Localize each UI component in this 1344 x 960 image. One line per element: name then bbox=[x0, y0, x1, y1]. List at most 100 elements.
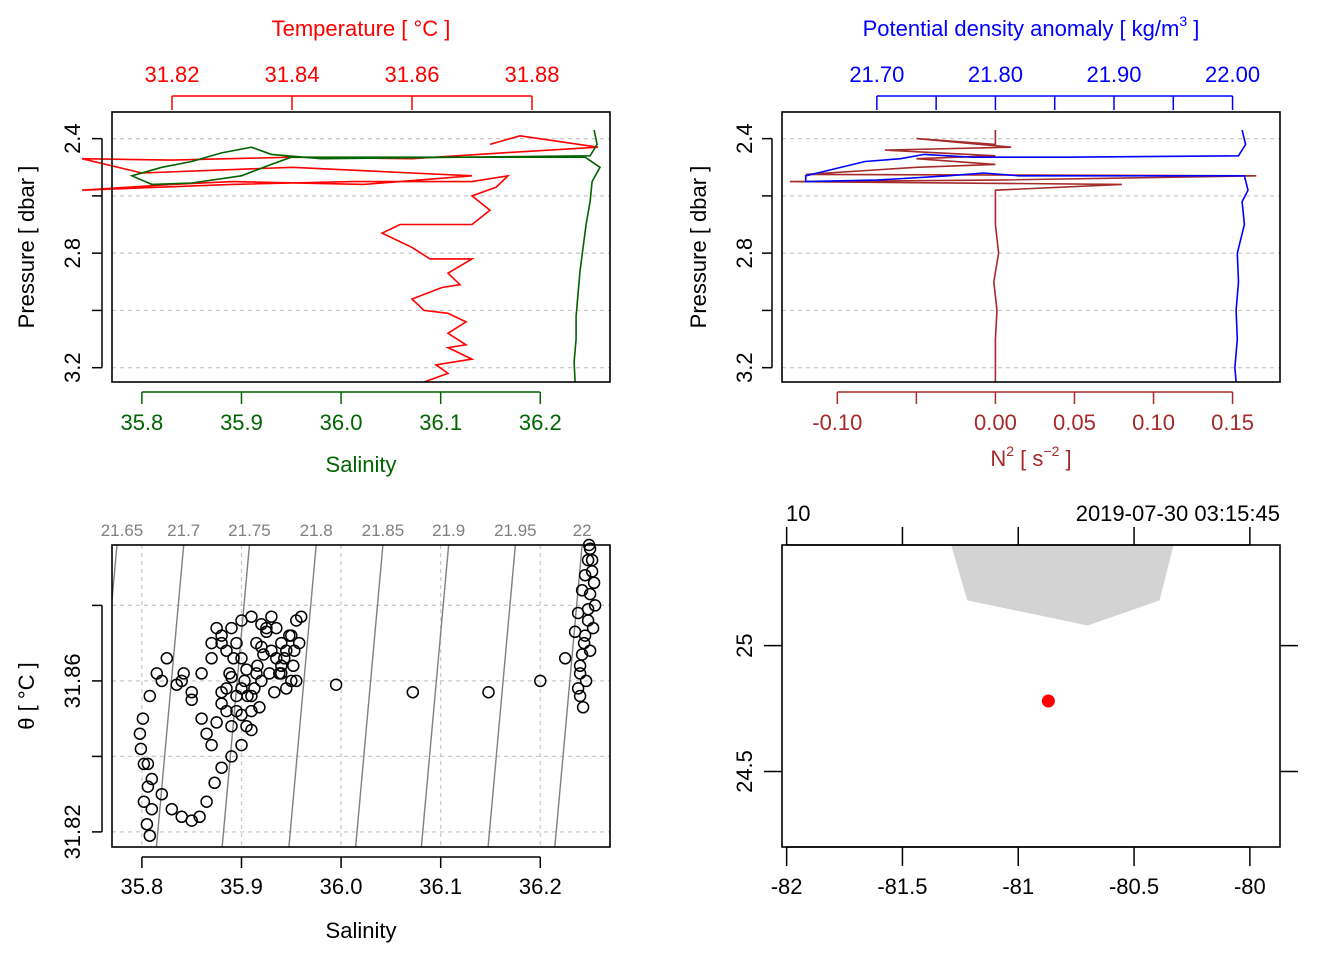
ts-point bbox=[225, 750, 238, 763]
density-profile-line bbox=[804, 129, 1249, 383]
ts-point bbox=[586, 621, 600, 635]
ts-point bbox=[578, 568, 592, 582]
ts-point bbox=[588, 599, 602, 612]
ts-diagram-frame bbox=[111, 544, 611, 848]
temperature-profile-line bbox=[81, 134, 599, 383]
ts-point bbox=[177, 667, 190, 680]
temperature-tick-label: 31.88 bbox=[504, 62, 559, 87]
ts-point bbox=[205, 738, 218, 752]
n2-profile-line bbox=[789, 130, 1257, 382]
ts-point bbox=[576, 701, 590, 714]
ts-salinity-tick-label: 35.9 bbox=[220, 874, 263, 899]
ts-profile-series bbox=[81, 129, 602, 383]
ts-point bbox=[275, 667, 288, 680]
salinity-axis: 35.8 35.9 36.0 36.1 36.2 bbox=[120, 391, 562, 435]
ts-point bbox=[230, 636, 243, 650]
ts-point bbox=[193, 810, 206, 824]
ts-point bbox=[571, 682, 585, 695]
isopycnal-line bbox=[155, 544, 185, 848]
ts-point bbox=[579, 674, 593, 688]
pressure-tick-label: 2.8 bbox=[60, 238, 85, 269]
ts-point bbox=[573, 689, 587, 703]
ts-point bbox=[225, 670, 238, 684]
salinity-tick-label: 35.8 bbox=[120, 410, 163, 435]
ts-point bbox=[227, 652, 240, 665]
density-tick-label: 21.90 bbox=[1086, 62, 1141, 87]
ts-point bbox=[143, 689, 157, 703]
isopycnal-line bbox=[554, 544, 583, 848]
ts-point bbox=[534, 674, 547, 688]
ts-point bbox=[263, 667, 276, 680]
pressure-axis-2: 2.4 2.8 3.2 bbox=[732, 123, 773, 383]
salinity-tick-label: 36.0 bbox=[320, 410, 363, 435]
ts-point bbox=[583, 587, 597, 601]
temperature-tick-label: 31.86 bbox=[384, 62, 439, 87]
theta-tick-label: 31.86 bbox=[60, 653, 85, 708]
density-profile-gridlines bbox=[782, 138, 1280, 369]
n2-tick-label: 0.10 bbox=[1132, 410, 1175, 435]
ts-diagram-gridlines bbox=[112, 545, 610, 847]
ts-point bbox=[583, 644, 597, 657]
ts-point bbox=[145, 802, 159, 816]
ts-profile-panel: 31.82 31.84 31.86 31.88 35.8 35.9 36.0 36.1 36.… bbox=[14, 16, 611, 477]
ts-point bbox=[280, 682, 293, 695]
station-marker bbox=[1041, 694, 1055, 708]
ts-point bbox=[137, 757, 151, 771]
n2-axis-title-tail: [ s bbox=[1014, 446, 1043, 471]
salinity-axis-title: Salinity bbox=[326, 452, 397, 477]
ts-point bbox=[248, 682, 261, 695]
n2-axis-title-sup2: −2 bbox=[1043, 443, 1059, 459]
theta-tick-label: 31.82 bbox=[60, 804, 85, 859]
ts-point bbox=[160, 652, 174, 665]
ts-point bbox=[558, 652, 572, 665]
ts-point bbox=[143, 829, 157, 842]
isopycnal-label: 22 bbox=[573, 521, 592, 540]
ts-point bbox=[270, 621, 283, 635]
isopycnal-label: 21.65 bbox=[101, 521, 144, 540]
ts-point bbox=[287, 659, 300, 673]
ts-point bbox=[283, 629, 296, 642]
ts-point bbox=[141, 780, 155, 793]
pressure-axis-title: Pressure [ dbar ] bbox=[14, 166, 39, 329]
theta-axis-title: θ [ °C ] bbox=[14, 662, 39, 729]
longitude-tick-label: -81.5 bbox=[877, 874, 927, 899]
ts-point bbox=[290, 674, 303, 688]
ts-point bbox=[215, 761, 228, 774]
ts-point bbox=[585, 553, 599, 567]
density-tick-label: 21.70 bbox=[849, 62, 904, 87]
isopycnal-lines: 21.65 21.7 21.75 21.8 21.85 21.9 21.95 22 bbox=[101, 521, 592, 848]
latitude-tick-label: 24.5 bbox=[732, 750, 757, 793]
ts-point bbox=[292, 636, 306, 650]
ts-point bbox=[185, 814, 198, 827]
isopycnal-label: 21.8 bbox=[300, 521, 333, 540]
ts-point bbox=[268, 685, 281, 699]
density-axis: 21.70 21.80 21.90 22.00 bbox=[849, 62, 1260, 110]
station-label: 10 bbox=[786, 501, 810, 526]
ts-point bbox=[294, 610, 308, 623]
ts-point bbox=[230, 704, 243, 718]
ts-point bbox=[185, 693, 198, 707]
isopycnal-label: 21.85 bbox=[362, 521, 405, 540]
isopycnal-label: 21.7 bbox=[167, 521, 200, 540]
ts-salinity-tick-label: 36.0 bbox=[320, 874, 363, 899]
isopycnal-line bbox=[420, 544, 450, 848]
ts-salinity-axis-title: Salinity bbox=[326, 918, 397, 943]
ts-point bbox=[220, 644, 233, 657]
ts-point bbox=[573, 667, 587, 680]
density-tick-label: 21.80 bbox=[968, 62, 1023, 87]
n2-axis-title: N2 [ s−2 ] bbox=[990, 443, 1071, 471]
ts-point bbox=[329, 678, 343, 691]
salinity-tick-label: 35.9 bbox=[220, 410, 263, 435]
temperature-tick-label: 31.82 bbox=[144, 62, 199, 87]
ts-point bbox=[265, 610, 278, 623]
map-top-axis bbox=[785, 527, 1251, 546]
temperature-axis: 31.82 31.84 31.86 31.88 bbox=[144, 62, 560, 110]
ts-point bbox=[200, 795, 213, 808]
longitude-tick-label: -81 bbox=[1002, 874, 1034, 899]
n2-axis-title-sup: 2 bbox=[1006, 443, 1014, 459]
ts-point bbox=[235, 652, 248, 665]
longitude-tick-label: -80.5 bbox=[1109, 874, 1159, 899]
ts-point bbox=[251, 659, 264, 673]
ts-point bbox=[240, 719, 253, 733]
density-profile-panel: 21.70 21.80 21.90 22.00 -0.10 0.00 0.05 0.10 0.… bbox=[686, 13, 1281, 471]
